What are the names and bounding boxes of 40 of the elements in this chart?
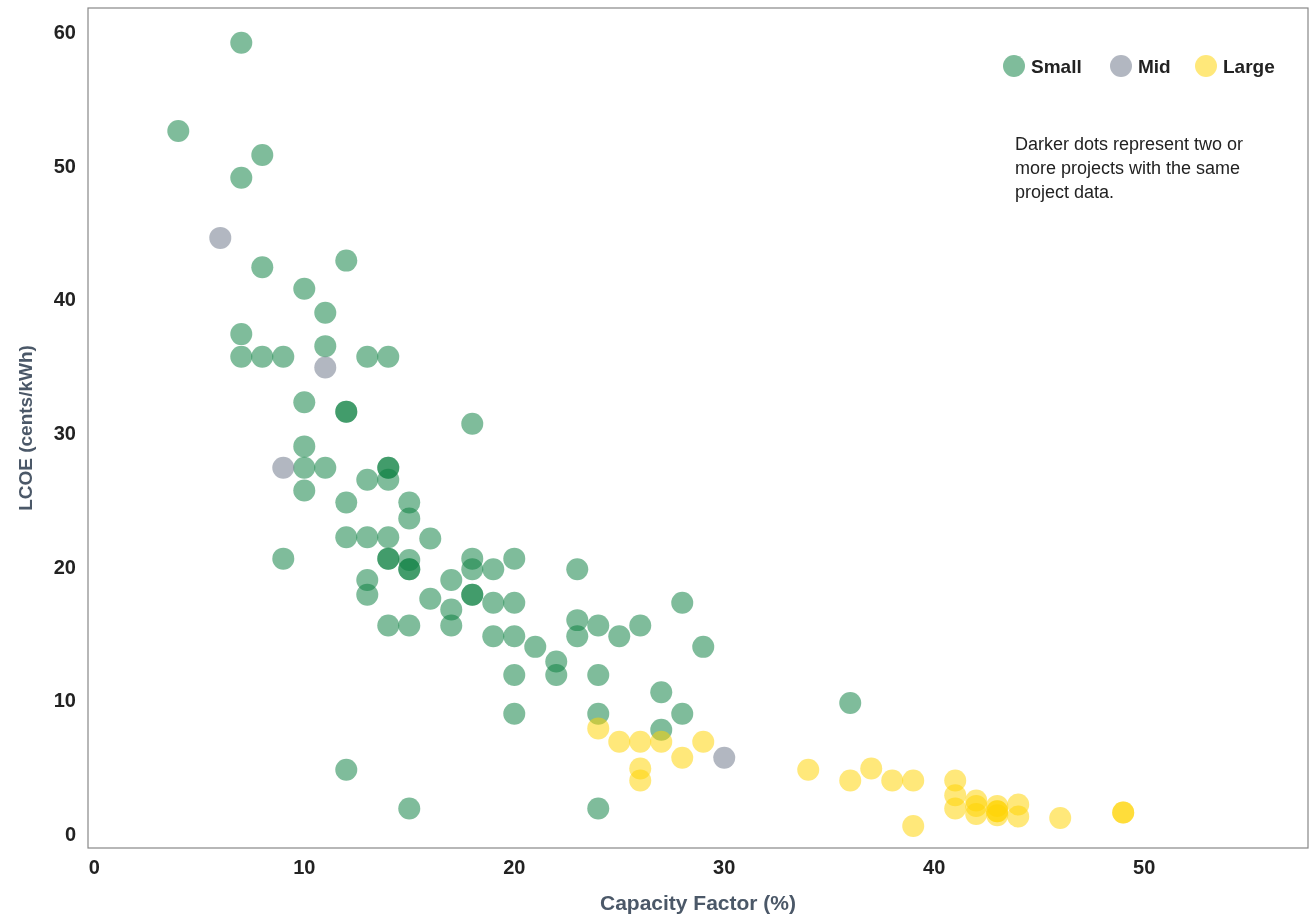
- point: [650, 730, 673, 753]
- point: [944, 797, 967, 820]
- y-tick-label: 40: [53, 288, 76, 311]
- legend-label: Small: [1031, 56, 1082, 77]
- x-tick-label: 30: [713, 856, 736, 878]
- y-tick-label: 60: [53, 21, 76, 44]
- x-tick-label: 40: [923, 856, 946, 878]
- y-axis-title: LCOE (cents/kWh): [15, 345, 36, 511]
- point: [1007, 805, 1030, 828]
- y-tick-label: 20: [53, 555, 76, 578]
- x-tick-label: 0: [88, 856, 100, 878]
- legend-label: Large: [1223, 56, 1275, 77]
- point: [629, 769, 652, 792]
- point: [713, 746, 736, 769]
- point: [965, 802, 988, 825]
- y-tick-label: 50: [53, 154, 76, 177]
- y-tick-label: 10: [53, 689, 76, 712]
- point: [314, 356, 337, 379]
- point: [587, 717, 610, 740]
- point: [902, 814, 925, 837]
- point: [860, 757, 883, 780]
- annotation: Darker dots represent two or more projects with the same project data.: [1015, 134, 1244, 202]
- point: [839, 769, 862, 792]
- point: [881, 769, 904, 792]
- point: [629, 730, 652, 753]
- point: [902, 769, 925, 792]
- x-tick-label: 10: [293, 856, 316, 878]
- point: [209, 226, 232, 249]
- point: [1049, 806, 1072, 829]
- y-tick-label: 0: [64, 822, 76, 845]
- point: [671, 746, 694, 769]
- point: [692, 730, 715, 753]
- x-axis-title: Capacity Factor (%): [599, 891, 797, 914]
- x-tick-label: 20: [503, 856, 526, 878]
- x-tick-label: 50: [1133, 856, 1156, 878]
- y-tick-label: 30: [53, 422, 76, 445]
- legend-label: Mid: [1138, 56, 1171, 77]
- point: [272, 456, 295, 479]
- point: [608, 730, 631, 753]
- point: [797, 758, 820, 781]
